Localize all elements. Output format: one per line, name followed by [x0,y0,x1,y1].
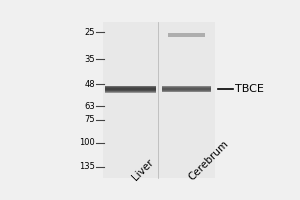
Bar [105,92,156,93]
Bar [162,88,211,89]
Polygon shape [158,22,215,178]
Polygon shape [103,22,158,178]
Bar [105,91,156,92]
Text: 100: 100 [79,138,95,147]
Bar [162,89,211,90]
Bar [105,87,156,88]
Bar [168,33,205,37]
Bar [162,87,211,88]
Text: Cerebrum: Cerebrum [187,138,230,182]
Bar [105,86,156,87]
Bar [105,89,156,90]
Text: 135: 135 [79,162,95,171]
Bar [105,90,156,91]
Text: 75: 75 [84,115,95,124]
Bar [162,86,211,87]
Text: TBCE: TBCE [235,84,264,94]
Text: 25: 25 [85,28,95,37]
Text: 35: 35 [84,55,95,64]
Text: Liver: Liver [130,157,156,182]
Text: 63: 63 [84,102,95,111]
Bar [105,88,156,89]
Bar [162,91,211,92]
Bar [162,90,211,91]
Text: 48: 48 [84,80,95,89]
